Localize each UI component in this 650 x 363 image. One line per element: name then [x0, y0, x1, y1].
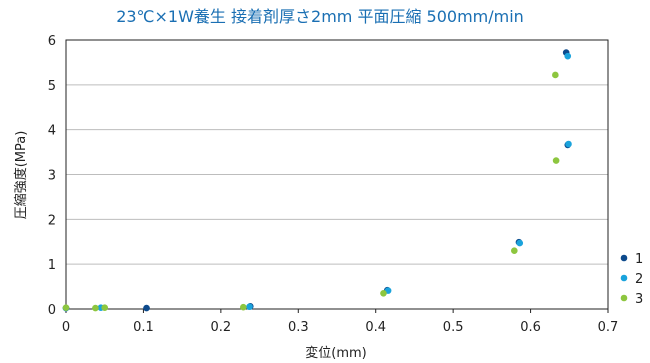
y-tick-label: 0 — [48, 303, 56, 318]
chart-title: 23℃×1W養生 接着剤厚さ2mm 平面圧縮 500mm/min — [116, 7, 524, 26]
legend-marker-1 — [620, 254, 628, 262]
series-2 — [62, 52, 572, 312]
y-tick-label: 1 — [48, 258, 56, 273]
x-tick-label: 0.7 — [598, 320, 619, 335]
x-axis-label: 変位(mm) — [305, 345, 366, 361]
x-tick-label: 0.6 — [520, 320, 541, 335]
x-tick-label: 0.3 — [288, 320, 309, 335]
x-tick-label: 0.5 — [443, 320, 464, 335]
y-tick-labels: 0 1 2 3 4 5 6 — [48, 34, 56, 318]
legend-label-1: 1 — [635, 252, 643, 267]
data-point — [246, 303, 253, 311]
series-3 — [62, 71, 560, 312]
data-point — [143, 304, 150, 312]
y-tick-label: 6 — [48, 34, 56, 49]
data-point — [516, 239, 524, 247]
data-point — [552, 71, 559, 79]
grid-lines — [66, 84, 608, 265]
y-tick-label: 5 — [48, 79, 56, 94]
y-axis-label: 圧縮強度(MPa) — [13, 131, 29, 220]
legend-marker-2 — [620, 274, 628, 282]
data-point — [101, 304, 109, 311]
x-tick-label: 0.4 — [365, 320, 386, 335]
x-tick-label: 0.2 — [211, 320, 232, 335]
legend-label-2: 2 — [635, 272, 643, 287]
data-point — [380, 290, 387, 297]
y-tick-label: 3 — [48, 169, 56, 184]
data-points — [62, 49, 572, 312]
y-tick-label: 4 — [48, 124, 56, 139]
x-tick-label: 0 — [62, 320, 70, 335]
data-point — [240, 303, 247, 311]
legend: 1 2 3 — [620, 252, 643, 307]
data-point — [62, 304, 70, 311]
x-tick-label: 0.1 — [133, 320, 154, 335]
legend-label-3: 3 — [635, 292, 643, 307]
data-point — [565, 140, 572, 148]
legend-marker-3 — [620, 294, 628, 302]
x-tick-labels: 0 0.1 0.2 0.3 0.4 0.5 0.6 0.7 — [62, 309, 618, 335]
series-1 — [62, 49, 572, 312]
plot-frame — [65, 39, 609, 310]
data-point — [511, 247, 518, 255]
data-point — [564, 52, 572, 60]
y-tick-label: 2 — [48, 213, 56, 228]
data-point — [92, 304, 99, 312]
data-point — [552, 157, 560, 164]
